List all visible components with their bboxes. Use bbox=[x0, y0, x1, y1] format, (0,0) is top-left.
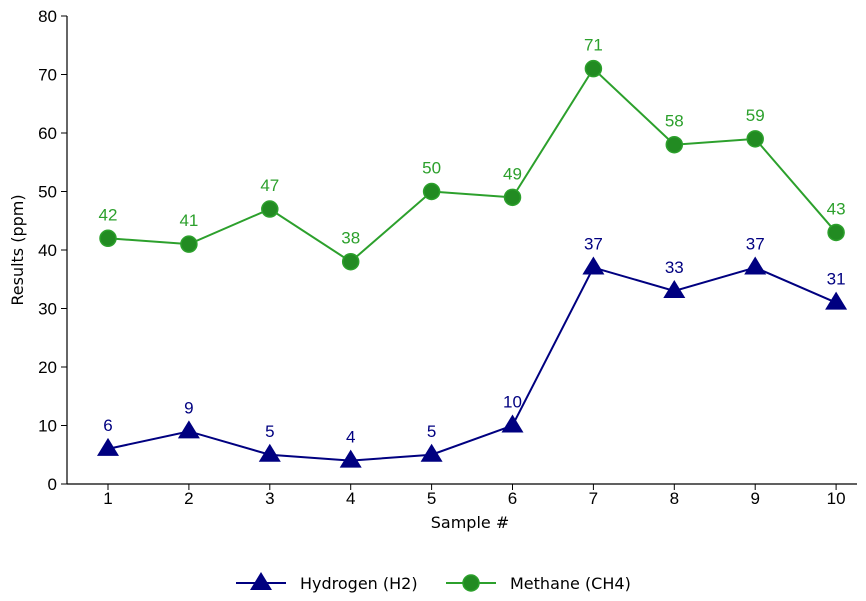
data-point-circle bbox=[503, 188, 522, 207]
x-tick-label: 4 bbox=[346, 489, 355, 508]
data-point-triangle bbox=[339, 449, 362, 468]
data-point-triangle bbox=[744, 256, 767, 275]
plot-area: 6 9 5 4 5 10 37 33 37 31 42 41 47 38 50 49 71 58 59 43 bbox=[97, 36, 848, 468]
data-label: 5 bbox=[265, 422, 274, 441]
data-label: 4 bbox=[346, 428, 355, 447]
legend: Hydrogen (H2) Methane (CH4) bbox=[236, 572, 631, 593]
y-tick-label: 30 bbox=[38, 300, 57, 319]
data-point-circle bbox=[422, 182, 441, 201]
y-ticks: 0 10 20 30 40 50 60 70 80 bbox=[38, 7, 67, 494]
x-tick-label: 10 bbox=[827, 489, 846, 508]
y-tick-label: 40 bbox=[38, 241, 57, 260]
data-point-circle bbox=[827, 223, 845, 242]
x-tick-label: 6 bbox=[508, 489, 517, 508]
x-ticks: 1 2 3 4 5 6 7 8 9 10 bbox=[103, 484, 846, 508]
legend-item: Methane (CH4) bbox=[446, 574, 631, 593]
data-label: 37 bbox=[584, 235, 603, 254]
x-tick-label: 2 bbox=[184, 489, 193, 508]
data-label: 10 bbox=[503, 393, 522, 412]
data-point-circle bbox=[665, 135, 684, 154]
data-label: 5 bbox=[427, 422, 436, 441]
data-point-circle bbox=[99, 229, 117, 248]
data-label: 58 bbox=[665, 112, 684, 131]
y-tick-label: 60 bbox=[38, 124, 57, 143]
data-point-triangle bbox=[825, 291, 848, 310]
data-point-triangle bbox=[582, 256, 605, 275]
data-label: 38 bbox=[341, 229, 360, 248]
y-tick-label: 0 bbox=[48, 475, 57, 494]
series-line bbox=[107, 266, 837, 462]
x-tick-label: 7 bbox=[589, 489, 598, 508]
y-axis-title: Results (ppm) bbox=[8, 194, 27, 305]
data-label: 31 bbox=[827, 270, 846, 289]
data-label: 49 bbox=[503, 164, 522, 183]
data-point-triangle bbox=[97, 437, 119, 456]
data-label: 47 bbox=[260, 176, 279, 195]
legend-label: Hydrogen (H2) bbox=[300, 574, 418, 593]
data-label: 41 bbox=[179, 211, 198, 230]
legend-marker-triangle bbox=[250, 572, 272, 590]
series-line bbox=[107, 67, 837, 263]
y-tick-label: 20 bbox=[38, 358, 57, 377]
y-tick-label: 10 bbox=[38, 417, 57, 436]
legend-label: Methane (CH4) bbox=[510, 574, 631, 593]
data-point-triangle bbox=[177, 420, 200, 439]
y-tick-label: 80 bbox=[38, 7, 57, 26]
data-label: 42 bbox=[99, 205, 118, 224]
y-tick-label: 50 bbox=[38, 183, 57, 202]
data-label: 33 bbox=[665, 258, 684, 277]
data-label: 71 bbox=[584, 36, 603, 55]
x-tick-label: 8 bbox=[670, 489, 679, 508]
y-tick-label: 70 bbox=[38, 66, 57, 85]
data-point-triangle bbox=[420, 443, 443, 462]
data-point-circle bbox=[180, 235, 198, 253]
data-point-circle bbox=[746, 130, 764, 148]
series-hydrogen: 6 9 5 4 5 10 37 33 37 31 bbox=[97, 235, 848, 468]
data-point-triangle bbox=[663, 279, 686, 298]
legend-item: Hydrogen (H2) bbox=[236, 572, 418, 593]
data-label: 37 bbox=[746, 235, 765, 254]
data-point-circle bbox=[341, 252, 360, 271]
data-point-circle bbox=[584, 59, 603, 78]
legend-marker-circle bbox=[462, 574, 480, 592]
x-tick-label: 1 bbox=[103, 489, 112, 508]
data-point-triangle bbox=[258, 443, 281, 462]
data-label: 9 bbox=[184, 398, 193, 417]
series-methane: 42 41 47 38 50 49 71 58 59 43 bbox=[99, 36, 846, 271]
data-label: 43 bbox=[827, 199, 846, 218]
data-point-circle bbox=[261, 200, 279, 218]
x-tick-label: 3 bbox=[265, 489, 274, 508]
data-label: 50 bbox=[422, 159, 441, 178]
data-label: 59 bbox=[746, 106, 765, 125]
x-axis-title: Sample # bbox=[431, 513, 509, 532]
data-label: 6 bbox=[103, 416, 112, 435]
x-tick-label: 5 bbox=[427, 489, 436, 508]
x-tick-label: 9 bbox=[750, 489, 759, 508]
data-point-triangle bbox=[501, 414, 524, 433]
